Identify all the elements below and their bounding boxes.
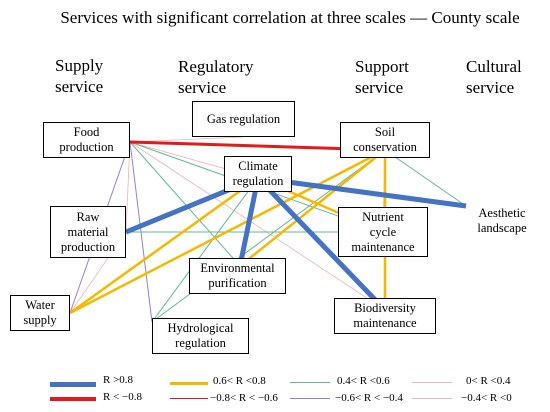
node-gas-regulation: Gas regulation — [192, 101, 295, 137]
node-soil-conservation: Soil conservation — [340, 122, 430, 158]
legend-swatch-r06-08 — [170, 382, 208, 385]
header-regulatory-service: Regulatory service — [178, 57, 254, 97]
node-biodiversity-maintenance: Biodiversity maintenance — [334, 298, 436, 334]
link-climate-water — [69, 176, 259, 315]
legend-label-rm04-0: −0.4< R <0 — [461, 392, 512, 404]
legend-label-lt-m08: R < −0.8 — [103, 391, 142, 403]
legend-swatch-lt-m08 — [50, 397, 96, 401]
node-climate-regulation: Climate regulation — [224, 156, 292, 192]
header-support-service: Support service — [355, 57, 409, 97]
legend-swatch-r04-06 — [290, 382, 330, 383]
legend-swatch-rm06-m04 — [290, 398, 330, 399]
legend-label-r06-08: 0.6< R <0.8 — [213, 375, 266, 387]
node-nutrient-cycle-maintenance: Nutrient cycle maintenance — [338, 207, 428, 257]
link-soil-water — [69, 148, 386, 315]
header-cultural-service: Cultural service — [466, 57, 522, 97]
legend-label-r0-04: 0< R <0.4 — [466, 375, 511, 387]
legend-swatch-rm04-0 — [412, 398, 452, 399]
legend-label-r04-06: 0.4< R <0.6 — [337, 375, 390, 387]
legend-swatch-r0-04 — [412, 382, 452, 383]
node-raw-material-production: Raw material production — [50, 206, 126, 258]
legend-label-rm08-m06: −0.8< R < −0.6 — [210, 392, 278, 404]
link-soil-envpur — [239, 149, 386, 267]
node-water-supply: Water supply — [10, 295, 70, 331]
link-climate-aesthetic — [257, 175, 467, 209]
node-food-production: Food production — [43, 122, 130, 158]
node-hydrological-regulation: Hydrological regulation — [152, 318, 249, 354]
node-aesthetic-landscape: Aesthetic landscape — [477, 206, 527, 235]
legend-swatch-gt08 — [50, 382, 96, 387]
node-environmental-purification: Environmental purification — [189, 258, 286, 294]
header-supply-service: Supply service — [55, 56, 104, 96]
page-title: Services with significant correlation at… — [60, 8, 520, 27]
link-food-biodiv — [129, 141, 386, 311]
link-food-envpur — [129, 141, 241, 267]
legend-label-gt08: R >0.8 — [103, 374, 134, 386]
legend-label-rm06-m04: −0.6< R < −0.4 — [335, 392, 403, 404]
link-climate-envpur — [237, 177, 261, 267]
link-soil-aesthetic — [384, 149, 467, 207]
link-climate-biodiv — [256, 176, 387, 312]
link-climate-hydro — [151, 177, 259, 323]
legend-swatch-rm08-m06 — [170, 398, 208, 399]
